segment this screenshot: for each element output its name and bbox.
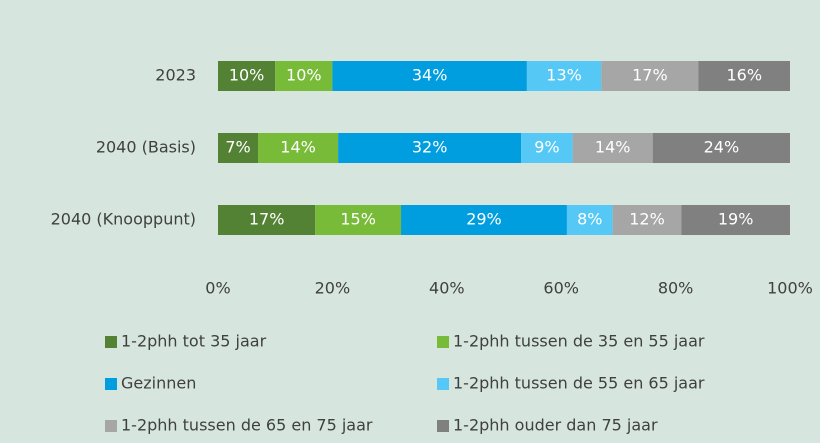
- x-tick-label: 60%: [543, 279, 579, 298]
- value-label: 19%: [718, 210, 754, 229]
- bar-segment: [566, 205, 613, 235]
- bar-segment: [258, 133, 339, 163]
- legend-label: 1-2phh tussen de 55 en 65 jaar: [453, 374, 705, 393]
- x-tick-label: 100%: [767, 279, 813, 298]
- value-label: 34%: [412, 66, 448, 85]
- y-tick-label: 2040 (Basis): [96, 138, 196, 157]
- bar-segment: [572, 133, 653, 163]
- bar-segment: [601, 61, 699, 91]
- bar-segment: [401, 205, 567, 235]
- value-label: 13%: [546, 66, 582, 85]
- value-label: 10%: [286, 66, 322, 85]
- legend-label: 1-2phh tussen de 65 en 75 jaar: [121, 416, 373, 435]
- legend-label: Gezinnen: [121, 374, 196, 393]
- value-label: 14%: [595, 138, 631, 157]
- value-label: 7%: [225, 138, 250, 157]
- value-label: 17%: [632, 66, 668, 85]
- bar-segment: [698, 61, 790, 91]
- legend-swatch: [105, 420, 117, 432]
- value-label: 29%: [466, 210, 502, 229]
- bar-segment: [218, 133, 259, 163]
- legend-label: 1-2phh tot 35 jaar: [121, 332, 267, 351]
- bar-segment: [521, 133, 573, 163]
- value-label: 32%: [412, 138, 448, 157]
- x-tick-label: 80%: [658, 279, 694, 298]
- x-tick-label: 20%: [315, 279, 351, 298]
- bar-segment: [338, 133, 522, 163]
- bar-segment: [612, 205, 682, 235]
- value-label: 10%: [229, 66, 265, 85]
- x-tick-label: 0%: [205, 279, 230, 298]
- y-tick-label: 2023: [155, 66, 196, 85]
- value-label: 15%: [340, 210, 376, 229]
- bar-segment: [275, 61, 333, 91]
- value-label: 8%: [577, 210, 602, 229]
- value-label: 12%: [629, 210, 665, 229]
- x-tick-label: 40%: [429, 279, 465, 298]
- legend-label: 1-2phh ouder dan 75 jaar: [453, 416, 658, 435]
- bar-segment: [652, 133, 790, 163]
- bar-segment: [526, 61, 602, 91]
- value-label: 17%: [249, 210, 285, 229]
- legend-label: 1-2phh tussen de 35 en 55 jaar: [453, 332, 705, 351]
- y-tick-label: 2040 (Knooppunt): [51, 210, 196, 229]
- legend-swatch: [437, 420, 449, 432]
- legend-swatch: [105, 336, 117, 348]
- bar-segment: [681, 205, 790, 235]
- bar-segment: [218, 61, 276, 91]
- value-label: 24%: [704, 138, 740, 157]
- legend-swatch: [105, 378, 117, 390]
- legend-swatch: [437, 336, 449, 348]
- bar-segment: [332, 61, 527, 91]
- bar-segment: [315, 205, 402, 235]
- value-label: 9%: [534, 138, 559, 157]
- bar-segment: [218, 205, 316, 235]
- legend-swatch: [437, 378, 449, 390]
- value-label: 16%: [726, 66, 762, 85]
- value-label: 14%: [280, 138, 316, 157]
